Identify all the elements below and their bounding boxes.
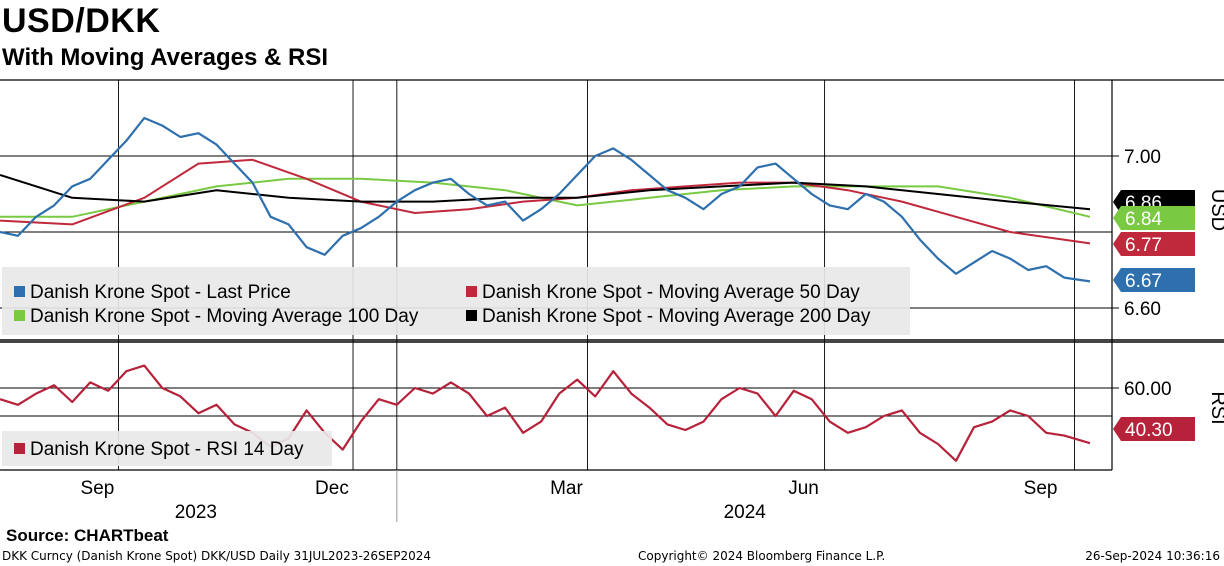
price-tick-label-1: 6.60	[1124, 299, 1161, 320]
legend-swatch-rsi	[14, 443, 25, 454]
series-last-price-line	[0, 116, 1091, 283]
year-label-1: 2024	[724, 502, 767, 523]
rsi-axis-title: RSI	[1207, 391, 1224, 424]
series-layer	[0, 116, 1091, 462]
legend-swatch-ma100	[14, 310, 25, 321]
axis-layer: 7.00 6.60 60.00 USD RSI Sep Dec Mar Jun Sep 2023 20…	[81, 147, 1224, 523]
series-rsi-line	[0, 364, 1091, 462]
year-label-0: 2023	[175, 502, 217, 523]
footer-ticker-info: DKK Curncy (Danish Krone Spot) DKK/USD D…	[2, 549, 432, 563]
badge-label-ma100: 6.84	[1125, 209, 1162, 230]
legend-layer: Danish Krone Spot - Last Price Danish Kro…	[2, 267, 910, 466]
rsi-tick-label-0: 60.00	[1124, 379, 1172, 400]
x-tick-label-4: Sep	[1024, 478, 1058, 499]
badge-ma100	[1113, 206, 1195, 230]
legend-swatch-ma50	[466, 286, 477, 297]
badge-ma50	[1113, 232, 1195, 256]
grid-layer	[0, 79, 1224, 522]
legend-box-rsi	[2, 431, 332, 466]
chart-title: USD/DKK	[2, 2, 161, 40]
badge-label-ma50: 6.77	[1125, 235, 1162, 256]
x-tick-label-1: Dec	[315, 478, 349, 499]
chart-subtitle: With Moving Averages & RSI	[2, 44, 329, 71]
legend-label-ma100: Danish Krone Spot - Moving Average 100 D…	[30, 306, 419, 327]
badge-label-price: 6.67	[1125, 271, 1162, 292]
series-ma200-line	[0, 174, 1091, 211]
legend-label-ma200: Danish Krone Spot - Moving Average 200 D…	[482, 306, 871, 327]
legend-swatch-price	[14, 286, 25, 297]
x-tick-label-3: Jun	[788, 478, 819, 499]
badge-label-rsi: 40.30	[1125, 420, 1173, 441]
panel-divider	[0, 339, 1224, 343]
x-tick-label-0: Sep	[81, 478, 115, 499]
legend-label-ma50: Danish Krone Spot - Moving Average 50 Da…	[482, 282, 860, 303]
price-axis-title: USD	[1207, 189, 1224, 231]
legend-label-price: Danish Krone Spot - Last Price	[30, 282, 291, 303]
legend-box-price	[2, 267, 910, 335]
footer-copyright: Copyright© 2024 Bloomberg Finance L.P.	[638, 549, 886, 563]
footer-timestamp: 26-Sep-2024 10:36:16	[1085, 549, 1220, 563]
source-label: Source: CHARTbeat	[6, 526, 169, 545]
price-tick-label-0: 7.00	[1124, 147, 1161, 168]
series-ma50-line	[0, 158, 1091, 245]
badge-rsi	[1113, 417, 1195, 441]
legend-label-rsi: Danish Krone Spot - RSI 14 Day	[30, 439, 304, 460]
badge-price	[1113, 268, 1195, 292]
legend-swatch-ma200	[466, 310, 477, 321]
x-tick-label-2: Mar	[550, 478, 583, 499]
